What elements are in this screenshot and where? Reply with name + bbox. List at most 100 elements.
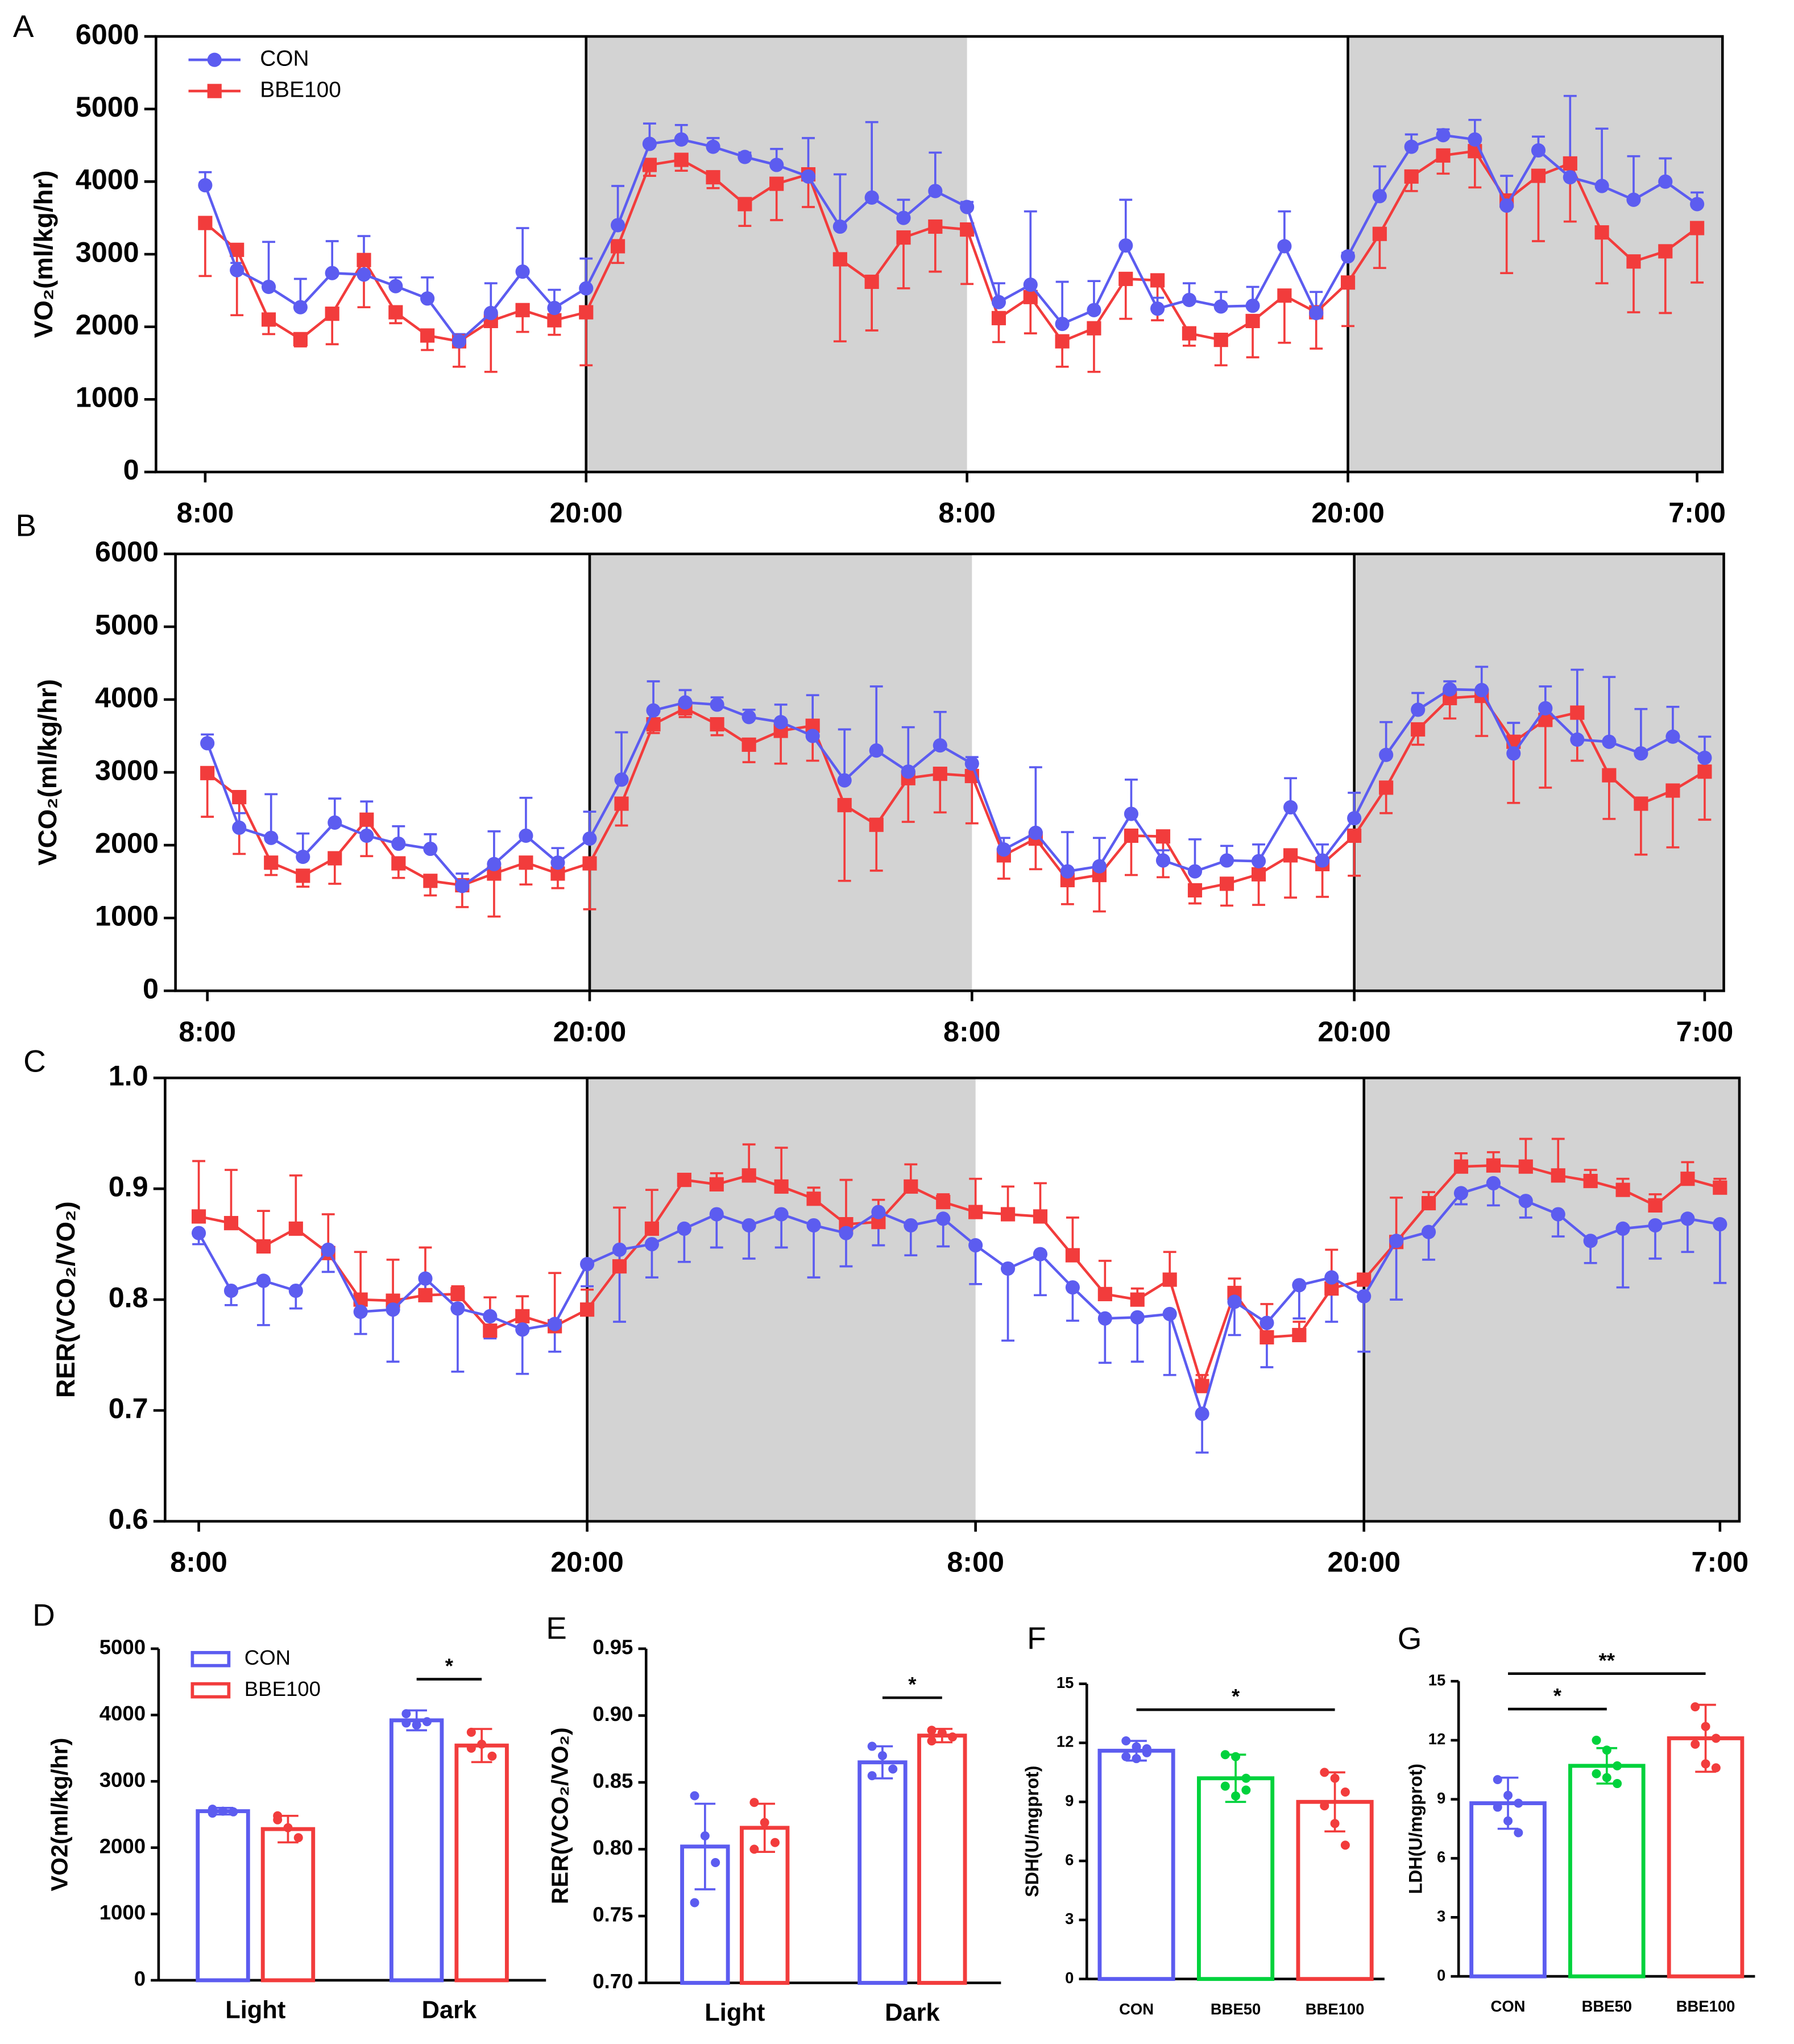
y-tick-label: 0.7 bbox=[109, 1392, 148, 1424]
marker bbox=[1551, 1207, 1565, 1222]
marker bbox=[741, 710, 756, 725]
bar bbox=[454, 1743, 509, 1983]
data-point bbox=[1514, 1828, 1523, 1838]
marker bbox=[451, 334, 467, 349]
bar bbox=[857, 1760, 908, 1985]
marker bbox=[832, 219, 847, 234]
error-bar bbox=[1532, 176, 1545, 242]
y-axis-label: RER(VCO₂/VO₂) bbox=[51, 1201, 80, 1397]
marker bbox=[612, 1259, 627, 1274]
data-point bbox=[293, 1833, 303, 1843]
data-point bbox=[1592, 1769, 1601, 1778]
marker bbox=[223, 1216, 239, 1231]
marker bbox=[261, 312, 276, 327]
y-tick-label: 9 bbox=[1437, 1789, 1445, 1807]
y-tick-label: 12 bbox=[1428, 1730, 1446, 1748]
x-tick-label: BBE50 bbox=[1211, 2000, 1261, 2018]
panel-letter: A bbox=[13, 9, 34, 44]
x-tick-label: 8:00 bbox=[943, 1015, 1001, 1048]
marker bbox=[738, 197, 752, 212]
error-bar bbox=[1357, 1296, 1371, 1353]
marker bbox=[1182, 292, 1196, 307]
data-point bbox=[690, 1898, 699, 1908]
marker bbox=[933, 767, 947, 781]
y-tick-label: 4000 bbox=[76, 163, 139, 196]
marker bbox=[1594, 225, 1609, 240]
data-point bbox=[690, 1791, 699, 1801]
y-tick-label: 0 bbox=[1065, 1969, 1074, 1987]
marker bbox=[904, 1218, 918, 1233]
marker bbox=[1187, 883, 1203, 898]
marker bbox=[1065, 1248, 1080, 1263]
marker bbox=[1309, 305, 1324, 320]
marker bbox=[1060, 864, 1075, 879]
marker bbox=[328, 851, 342, 866]
data-point bbox=[1220, 1781, 1230, 1791]
marker bbox=[200, 766, 215, 780]
significance-label: * bbox=[445, 1654, 454, 1678]
marker bbox=[1411, 702, 1426, 717]
significance-label: * bbox=[1232, 1685, 1240, 1708]
x-tick-label: 20:00 bbox=[1311, 496, 1385, 529]
marker bbox=[1227, 1294, 1242, 1309]
marker bbox=[964, 756, 979, 771]
marker bbox=[391, 836, 406, 851]
x-tick-label: 20:00 bbox=[1317, 1015, 1391, 1048]
error-bar bbox=[1341, 282, 1354, 328]
marker bbox=[1648, 1218, 1663, 1233]
error-bar bbox=[256, 1280, 270, 1326]
marker bbox=[1499, 198, 1514, 213]
bar bbox=[1097, 1748, 1175, 1981]
marker bbox=[1583, 1234, 1598, 1248]
marker bbox=[1474, 682, 1489, 697]
marker bbox=[1130, 1310, 1145, 1325]
x-tick-label: Dark bbox=[422, 1996, 477, 2024]
marker bbox=[1404, 169, 1419, 184]
marker bbox=[1000, 1207, 1016, 1222]
dark-period bbox=[1354, 553, 1724, 991]
marker bbox=[450, 1301, 465, 1316]
bar bbox=[1568, 1764, 1646, 1979]
error-bar bbox=[1029, 766, 1042, 833]
marker bbox=[1468, 132, 1482, 147]
marker bbox=[321, 1242, 335, 1257]
marker bbox=[1055, 334, 1070, 349]
dark-period bbox=[587, 1078, 976, 1521]
y-tick-label: 0.75 bbox=[593, 1903, 633, 1926]
significance-label: * bbox=[908, 1673, 917, 1696]
marker bbox=[1531, 168, 1546, 183]
x-tick-label: 8:00 bbox=[177, 496, 234, 529]
marker bbox=[642, 158, 657, 172]
marker bbox=[1372, 226, 1387, 241]
marker bbox=[1315, 853, 1330, 868]
error-bar bbox=[901, 726, 915, 772]
marker bbox=[288, 1221, 303, 1236]
data-point bbox=[1711, 1763, 1721, 1773]
marker bbox=[328, 815, 342, 830]
x-tick-label: Dark bbox=[885, 1999, 940, 2026]
data-point bbox=[466, 1727, 476, 1737]
y-tick-label: 0.70 bbox=[593, 1969, 633, 1993]
marker bbox=[325, 307, 339, 321]
y-tick-label: 0 bbox=[1437, 1966, 1445, 1984]
marker bbox=[674, 152, 689, 167]
marker bbox=[928, 219, 943, 234]
data-point bbox=[1231, 1791, 1241, 1801]
marker bbox=[1357, 1272, 1372, 1287]
marker bbox=[1124, 806, 1139, 821]
x-tick-label: 20:00 bbox=[553, 1015, 627, 1048]
error-bar bbox=[1278, 295, 1291, 344]
error-bar bbox=[1691, 228, 1704, 284]
marker bbox=[1602, 734, 1617, 749]
marker bbox=[1570, 732, 1585, 747]
marker bbox=[293, 300, 308, 315]
data-point bbox=[477, 1739, 487, 1749]
data-point bbox=[273, 1815, 283, 1824]
y-tick-label: 1000 bbox=[100, 1901, 146, 1924]
marker bbox=[256, 1239, 271, 1254]
data-point bbox=[760, 1818, 769, 1827]
x-tick-label: CON bbox=[1491, 1997, 1526, 2015]
marker bbox=[709, 1207, 724, 1222]
y-tick-label: 15 bbox=[1428, 1671, 1446, 1689]
